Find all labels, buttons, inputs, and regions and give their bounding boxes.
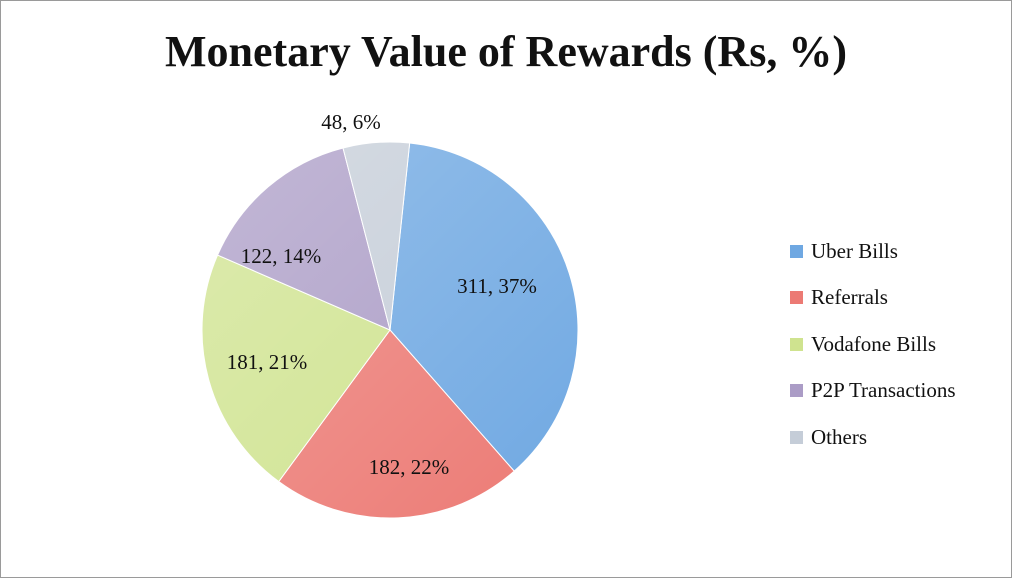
data-label-vodafone-bills: 181, 21% <box>227 350 308 374</box>
legend-item-others: Others <box>790 414 956 461</box>
legend-label-vodafone-bills: Vodafone Bills <box>811 331 937 356</box>
legend-label-p2p-transactions: P2P Transactions <box>811 378 956 403</box>
data-label-referrals: 182, 22% <box>369 455 450 479</box>
legend-item-uber-bills: Uber Bills <box>790 228 956 275</box>
legend-swatch-vodafone-bills <box>790 337 803 351</box>
legend-swatch-p2p-transactions <box>790 384 803 398</box>
legend-label-others: Others <box>811 424 867 449</box>
chart-title: Monetary Value of Rewards (Rs, %) <box>165 27 847 76</box>
chart-legend: Uber Bills Referrals Vodafone Bills P2P Tra… <box>790 228 956 461</box>
legend-swatch-uber-bills <box>790 244 803 258</box>
legend-item-p2p-transactions: P2P Transactions <box>790 368 956 415</box>
pie-data-labels: 311, 37% 182, 22% 181, 21% 122, 14% 48, 6% <box>227 110 537 479</box>
legend-item-referrals: Referrals <box>790 275 956 322</box>
legend-label-referrals: Referrals <box>811 285 888 310</box>
legend-item-vodafone-bills: Vodafone Bills <box>790 321 956 368</box>
data-label-p2p-transactions: 122, 14% <box>241 244 322 268</box>
data-label-uber-bills: 311, 37% <box>457 274 537 298</box>
legend-label-uber-bills: Uber Bills <box>811 238 898 263</box>
legend-swatch-referrals <box>790 291 803 305</box>
legend-swatch-others <box>790 430 803 444</box>
data-label-others: 48, 6% <box>321 110 381 134</box>
